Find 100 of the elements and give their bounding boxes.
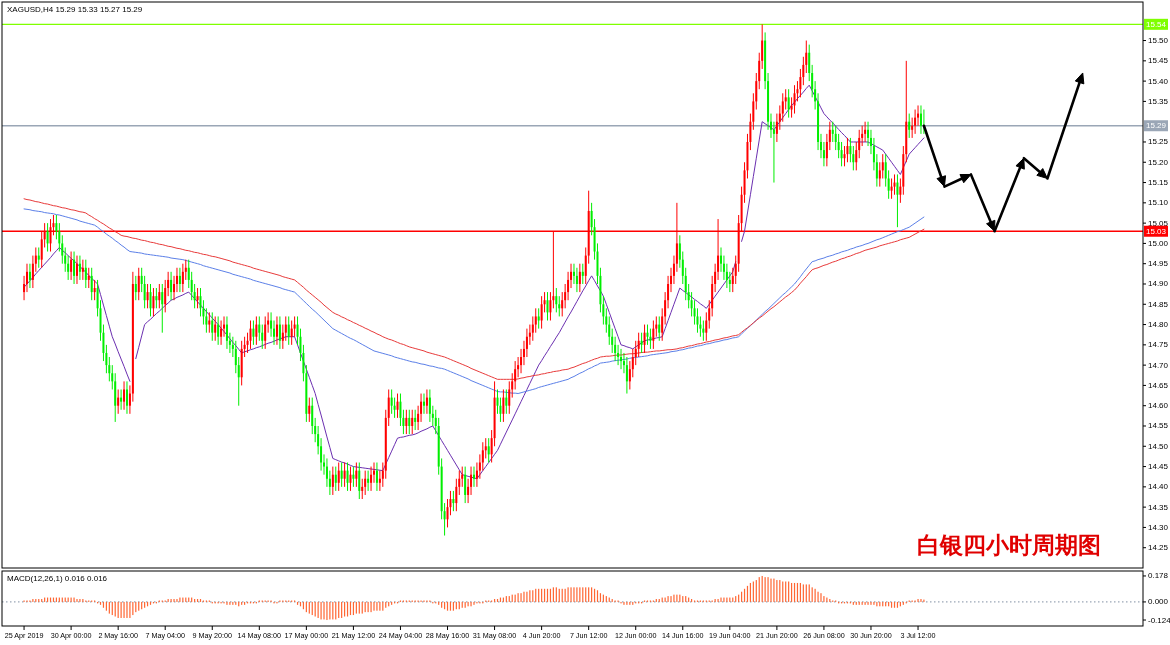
candlestick xyxy=(293,315,296,338)
ref-line-label: 15.29 xyxy=(1146,121,1167,131)
candlestick xyxy=(799,68,802,98)
candlestick xyxy=(367,470,370,492)
y-tick-label: 14.95 xyxy=(1148,259,1169,269)
candlestick xyxy=(540,295,543,330)
y-tick-label: 14.55 xyxy=(1148,421,1169,431)
candlestick xyxy=(255,315,258,346)
candlestick xyxy=(87,267,90,289)
candlestick xyxy=(90,267,93,301)
candlestick xyxy=(349,466,352,492)
y-tick-label: 14.40 xyxy=(1148,482,1169,492)
y-tick-label: 0.000 xyxy=(1148,597,1169,607)
candlestick xyxy=(702,320,705,342)
candlestick xyxy=(81,259,84,281)
candlestick xyxy=(161,283,164,334)
y-tick-label: 15.10 xyxy=(1148,198,1169,208)
y-tick-label: 15.05 xyxy=(1148,218,1169,228)
candlestick xyxy=(464,466,467,504)
candlestick xyxy=(846,137,849,163)
candlestick xyxy=(134,275,137,301)
candlestick xyxy=(649,328,652,350)
candlestick xyxy=(881,153,884,179)
candlestick xyxy=(637,332,640,358)
candlestick xyxy=(208,311,211,334)
candlestick xyxy=(73,251,76,285)
candlestick xyxy=(414,409,417,431)
y-tick-label: 15.40 xyxy=(1148,76,1169,86)
candlestick xyxy=(896,173,899,228)
candlestick xyxy=(217,315,220,346)
y-tick-label: 14.30 xyxy=(1148,522,1169,532)
candlestick xyxy=(546,291,549,321)
candlestick xyxy=(287,315,290,346)
candlestick xyxy=(643,324,646,354)
candlestick xyxy=(84,259,87,289)
candlestick xyxy=(155,287,158,309)
candlestick xyxy=(125,380,128,415)
candlestick xyxy=(181,263,184,293)
candlestick xyxy=(658,315,661,342)
candlestick xyxy=(534,307,537,334)
candlestick xyxy=(352,466,355,488)
candlestick xyxy=(484,437,487,459)
candlestick xyxy=(220,320,223,346)
candlestick xyxy=(355,462,358,488)
y-tick-label: 14.35 xyxy=(1148,502,1169,512)
candlestick xyxy=(840,141,843,167)
candlestick xyxy=(361,478,364,500)
candlestick xyxy=(164,279,167,313)
candlestick xyxy=(264,315,267,350)
candlestick xyxy=(919,104,922,135)
y-tick-label: 14.90 xyxy=(1148,279,1169,289)
candlestick xyxy=(196,287,199,309)
y-tick-label: 14.70 xyxy=(1148,360,1169,370)
y-tick-label: 14.50 xyxy=(1148,441,1169,451)
candlestick xyxy=(278,315,281,350)
candlestick xyxy=(143,275,146,309)
candlestick xyxy=(252,320,255,346)
candlestick xyxy=(331,466,334,496)
y-tick-label: 14.80 xyxy=(1148,320,1169,330)
y-tick-label: 0.178 xyxy=(1148,571,1169,581)
candlestick xyxy=(178,267,181,293)
candlestick xyxy=(290,320,293,346)
chart-title: MACD(12,26,1) 0.016 0.016 xyxy=(7,574,108,583)
candlestick xyxy=(358,462,361,500)
candlestick xyxy=(428,388,431,423)
candlestick xyxy=(849,137,852,163)
annotation: 白银四小时周期图 xyxy=(917,531,1101,558)
candlestick xyxy=(890,177,893,200)
ref-line-label: 15.03 xyxy=(1146,226,1167,236)
candlestick xyxy=(311,397,314,435)
y-tick-label: 15.20 xyxy=(1148,157,1169,167)
candlestick xyxy=(258,315,261,342)
y-tick-label: -0.124 xyxy=(1148,615,1170,625)
candlestick xyxy=(75,255,78,285)
y-tick-label: 14.65 xyxy=(1148,380,1169,390)
y-tick-label: 15.15 xyxy=(1148,178,1169,188)
candlestick xyxy=(137,267,140,301)
candlestick xyxy=(70,251,73,281)
candlestick xyxy=(408,409,411,435)
candlestick xyxy=(505,388,508,415)
candlestick xyxy=(864,121,867,143)
candlestick xyxy=(340,462,343,488)
candlestick xyxy=(405,409,408,435)
candlestick xyxy=(411,409,414,435)
candlestick xyxy=(640,332,643,354)
candlestick xyxy=(620,348,623,370)
candlestick xyxy=(364,470,367,496)
y-tick-label: 15.00 xyxy=(1148,238,1169,248)
chart-title: XAGUSD,H4 15.29 15.33 15.27 15.29 xyxy=(7,5,143,14)
candlestick xyxy=(78,255,81,281)
candlestick xyxy=(487,437,490,464)
candlestick xyxy=(787,88,790,119)
y-tick-label: 14.75 xyxy=(1148,340,1169,350)
candlestick xyxy=(334,466,337,492)
candlestick xyxy=(396,393,399,419)
candlestick xyxy=(346,462,349,492)
candlestick xyxy=(214,315,217,342)
candlestick xyxy=(508,380,511,415)
candlestick xyxy=(646,324,649,346)
candlestick xyxy=(537,307,540,330)
